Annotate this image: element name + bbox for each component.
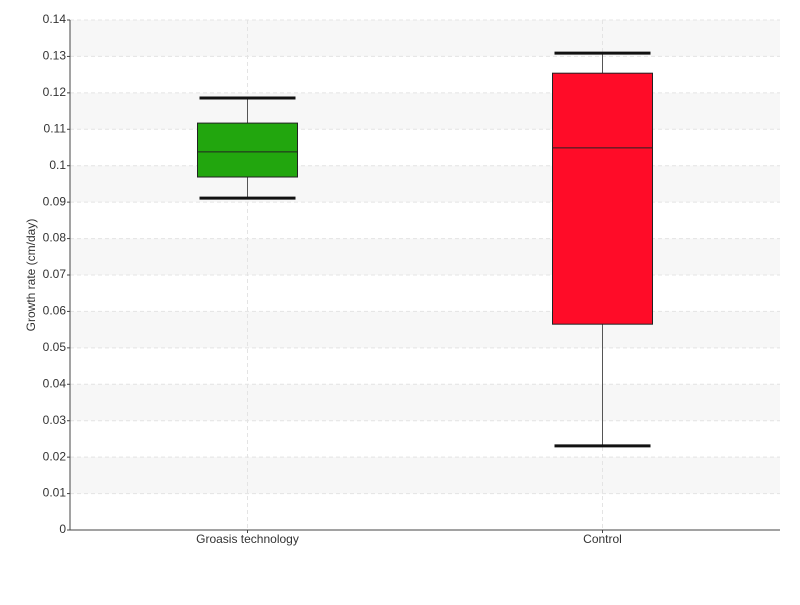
y-tick-label: 0.03 [43, 413, 67, 427]
grid-band [70, 20, 780, 57]
y-tick-label: 0.07 [43, 267, 67, 281]
grid-band [70, 311, 780, 348]
y-tick-label: 0 [59, 522, 66, 536]
y-axis-label: Growth rate (cm/day) [24, 219, 38, 332]
y-tick-label: 0.1 [49, 158, 66, 172]
box [552, 72, 653, 325]
y-tick-label: 0.06 [43, 304, 67, 318]
y-tick-label: 0.11 [44, 121, 67, 135]
x-tick-label: Control [583, 532, 622, 546]
y-tick-label: 0.02 [43, 449, 67, 463]
y-tick-label: 0.13 [43, 49, 67, 63]
y-tick-label: 0.14 [43, 12, 67, 26]
y-tick-label: 0.04 [43, 376, 67, 390]
y-tick-label: 0.12 [43, 85, 67, 99]
box-plot [552, 51, 653, 448]
y-tick-label: 0.08 [43, 231, 67, 245]
grid-band [70, 457, 780, 494]
box [197, 122, 298, 178]
y-tick-label: 0.09 [43, 194, 67, 208]
y-tick-label: 0.05 [43, 340, 67, 354]
grid-band [70, 92, 780, 130]
grid-band [70, 238, 780, 275]
x-tick-label: Groasis technology [196, 532, 299, 546]
grid-band [70, 165, 780, 203]
grid-band [70, 384, 780, 421]
box-plot [197, 96, 298, 200]
y-tick-label: 0.01 [43, 486, 67, 500]
